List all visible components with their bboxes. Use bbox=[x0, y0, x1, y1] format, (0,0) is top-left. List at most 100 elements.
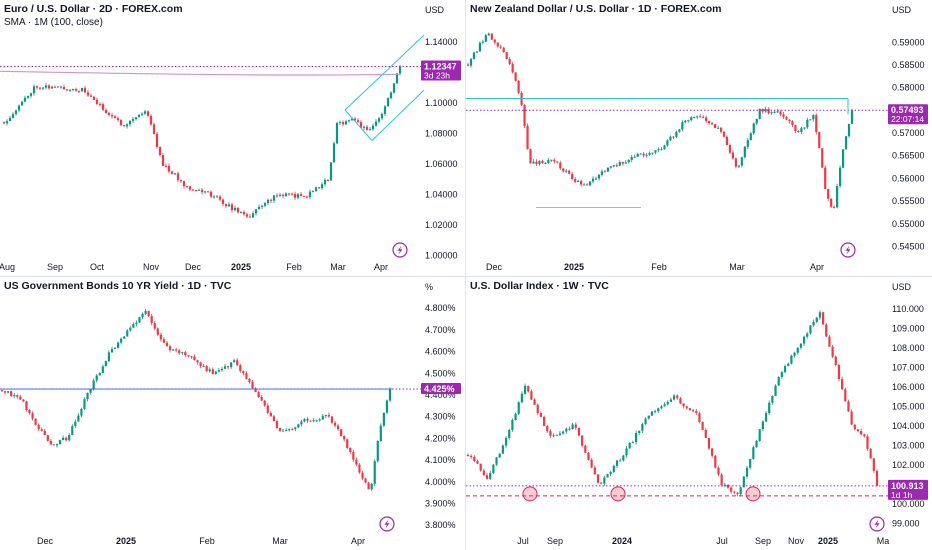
candle-body bbox=[13, 395, 16, 397]
candle-body bbox=[278, 194, 282, 196]
candle-body bbox=[92, 380, 95, 390]
candle-body bbox=[341, 122, 345, 125]
candle-body bbox=[107, 112, 111, 115]
candle-body bbox=[872, 458, 875, 471]
candle-body bbox=[113, 116, 117, 119]
candle-body bbox=[288, 429, 291, 431]
candle-body bbox=[546, 425, 549, 432]
y-tick-label: 4.800% bbox=[425, 303, 456, 313]
candle-body bbox=[188, 186, 192, 190]
candle-body bbox=[827, 188, 830, 199]
candle-body bbox=[89, 95, 93, 97]
candle-body bbox=[116, 342, 120, 349]
y-tick-label: 100.000 bbox=[892, 499, 925, 509]
candle-body bbox=[812, 321, 815, 326]
candle-body bbox=[768, 402, 771, 414]
candle-body bbox=[822, 312, 825, 325]
candle-body bbox=[705, 117, 708, 121]
candle-body bbox=[615, 460, 619, 466]
chart-canvas-eurusd[interactable]: 1.140001.120001.100001.080001.060001.040… bbox=[0, 0, 465, 276]
candle-body bbox=[46, 435, 49, 441]
channel-base-line bbox=[344, 109, 373, 141]
candle-body bbox=[202, 365, 205, 367]
chart-canvas-us10y[interactable]: 4.800% 4.700% 4.600% 4.500% 4.400% 4.300% 4.20… bbox=[0, 277, 465, 550]
candle-body bbox=[83, 399, 86, 409]
candle-body bbox=[821, 148, 824, 168]
candle-body bbox=[144, 310, 147, 314]
support-touch-marker bbox=[745, 486, 761, 502]
panel-us10y[interactable]: US Government Bonds 10 YR Yield · 1D · T… bbox=[0, 277, 465, 550]
candle-body bbox=[740, 157, 743, 166]
candle-body bbox=[782, 114, 785, 117]
candle-body bbox=[800, 128, 803, 133]
y-tick-label: 1.04000 bbox=[425, 189, 458, 199]
y-tick-label: 102.000 bbox=[892, 460, 925, 470]
chart-canvas-dxy[interactable]: 110.000 109.000 108.000 107.000 106.000 105.0… bbox=[466, 277, 932, 550]
candle-body bbox=[59, 86, 63, 88]
candle-body bbox=[171, 349, 175, 351]
candle-body bbox=[707, 437, 711, 449]
candle-body bbox=[320, 184, 324, 189]
candle-body bbox=[140, 113, 144, 115]
candle-body bbox=[350, 118, 354, 121]
candle-body bbox=[37, 424, 40, 430]
candle-body bbox=[638, 430, 641, 433]
candle-body bbox=[672, 136, 675, 138]
panel-nzdusd[interactable]: New Zealand Dollar / U.S. Dollar · 1D · … bbox=[466, 0, 932, 276]
candle-body bbox=[293, 193, 297, 198]
candle-body bbox=[508, 430, 511, 438]
candle-body bbox=[624, 162, 627, 164]
panel-eurusd[interactable]: Euro / U.S. Dollar · 2D · FOREX.com SMA … bbox=[0, 0, 465, 276]
candle-body bbox=[672, 395, 676, 400]
chart-canvas-nzdusd[interactable]: 0.590000.585000.580000.575000.570000.565… bbox=[466, 0, 932, 276]
candle-body bbox=[780, 372, 783, 377]
candle-body bbox=[263, 400, 266, 406]
candle-body bbox=[761, 108, 764, 112]
x-tick-label: 2024 bbox=[612, 536, 632, 546]
sma-line bbox=[0, 70, 401, 76]
candle-body bbox=[281, 194, 285, 197]
candle-body bbox=[660, 149, 663, 151]
candle-body bbox=[529, 149, 532, 164]
candle-body bbox=[612, 165, 615, 167]
candle-body bbox=[370, 483, 373, 490]
candle-body bbox=[181, 352, 184, 354]
candle-body bbox=[669, 136, 672, 141]
x-tick-label: Mar bbox=[729, 262, 745, 272]
candle-body bbox=[125, 124, 129, 127]
panel-divider-horizontal[interactable] bbox=[0, 276, 932, 277]
candle-body bbox=[164, 165, 168, 167]
panel-title: U.S. Dollar Index · 1W · TVC bbox=[470, 280, 609, 292]
indicator-legend[interactable]: SMA · 1M (100, close) bbox=[4, 17, 103, 28]
y-tick-label: 1.08000 bbox=[425, 128, 458, 138]
candle-body bbox=[333, 422, 337, 426]
candle-body bbox=[80, 87, 84, 92]
candle-body bbox=[702, 117, 705, 119]
last-price-text: 1.12347 bbox=[424, 62, 457, 72]
candle-body bbox=[755, 440, 758, 448]
candle-body bbox=[841, 379, 844, 390]
candle-body bbox=[663, 145, 666, 150]
panel-divider-vertical[interactable] bbox=[465, 0, 466, 550]
candle-body bbox=[630, 157, 633, 160]
candle-body bbox=[23, 97, 27, 102]
candle-body bbox=[847, 401, 850, 412]
x-tick-label: Apr bbox=[374, 262, 388, 272]
candle-body bbox=[606, 474, 609, 478]
candle-body bbox=[666, 401, 669, 405]
candle-body bbox=[788, 119, 791, 122]
candle-body bbox=[802, 336, 806, 344]
candle-body bbox=[633, 156, 636, 158]
candle-body bbox=[476, 460, 479, 464]
candle-body bbox=[58, 440, 62, 445]
x-axis: Jul Sep 2024 Jul Sep Nov 2025 Ma bbox=[517, 536, 889, 546]
candle-body bbox=[799, 343, 803, 348]
candle-body bbox=[68, 89, 72, 91]
candle-body bbox=[230, 204, 234, 211]
panel-dxy[interactable]: U.S. Dollar Index · 1W · TVC 110.000 109.… bbox=[466, 277, 932, 550]
x-tick-label: Ma bbox=[877, 536, 890, 546]
y-tick-label: 108.000 bbox=[892, 343, 925, 353]
candle-body bbox=[239, 365, 242, 371]
